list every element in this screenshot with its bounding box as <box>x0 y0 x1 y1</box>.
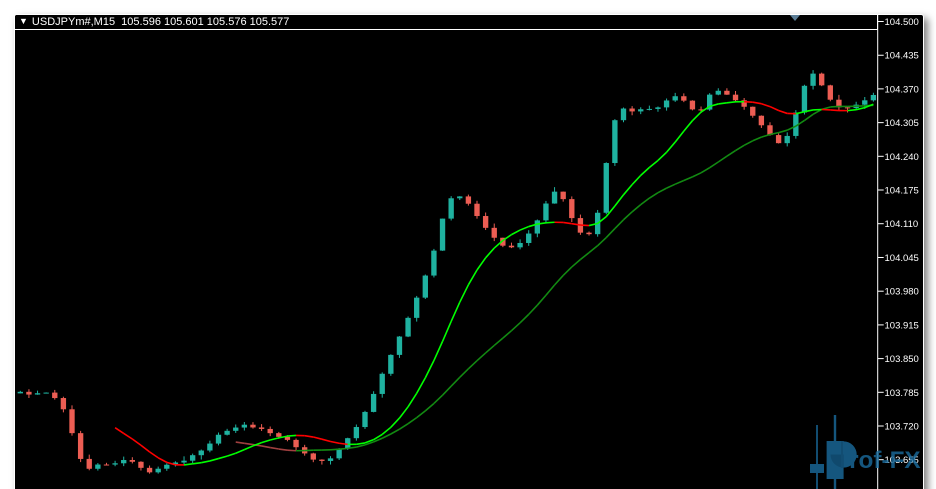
svg-text:104.045: 104.045 <box>885 253 919 264</box>
svg-text:103.850: 103.850 <box>885 354 919 365</box>
svg-text:104.240: 104.240 <box>885 152 919 163</box>
svg-text:rof-FX: rof-FX <box>849 447 921 474</box>
svg-text:104.370: 104.370 <box>885 84 919 95</box>
svg-text:104.435: 104.435 <box>885 51 919 62</box>
svg-text:103.785: 103.785 <box>885 388 919 399</box>
svg-text:104.110: 104.110 <box>885 219 919 230</box>
svg-text:104.500: 104.500 <box>885 17 919 28</box>
svg-text:103.980: 103.980 <box>885 287 919 298</box>
svg-text:103.720: 103.720 <box>885 422 919 433</box>
svg-text:104.305: 104.305 <box>885 118 919 129</box>
svg-text:103.915: 103.915 <box>885 320 919 331</box>
svg-text:104.175: 104.175 <box>885 186 919 197</box>
